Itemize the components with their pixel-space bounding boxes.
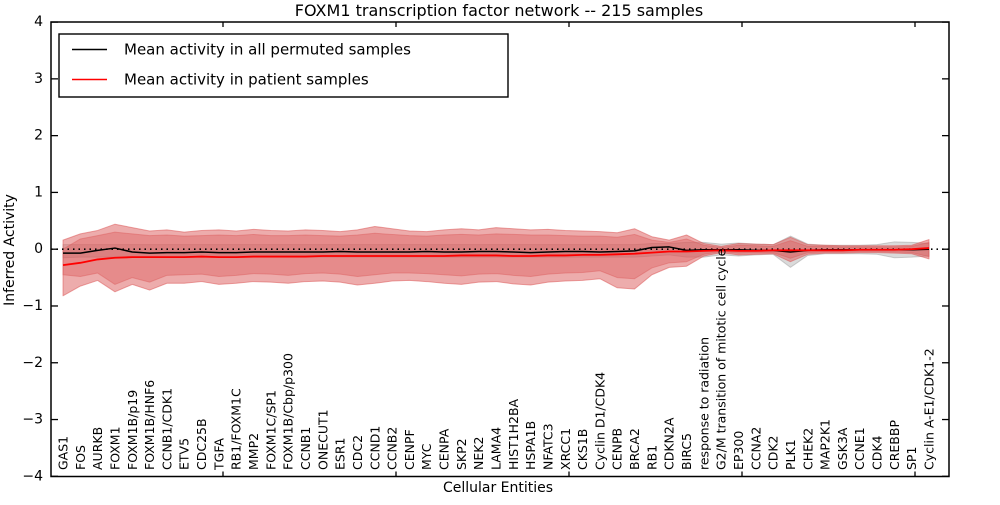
x-tick-label: RB1 [644, 445, 659, 470]
y-tick-label: 0 [34, 241, 43, 257]
x-tick-label: TGFA [211, 438, 226, 471]
x-tick-label: RB1/FOXM1C [229, 388, 244, 470]
x-tick-label: EP300 [731, 431, 746, 470]
x-tick-label: GSK3A [835, 427, 850, 470]
legend-label-permuted: Mean activity in all permuted samples [124, 41, 411, 59]
series-line-permuted [63, 246, 930, 254]
x-tick-label: GAS1 [56, 436, 71, 470]
x-tick-label: FOXM1B/p19 [125, 390, 140, 470]
x-tick-label: SP1 [904, 447, 919, 470]
x-tick-label: BRCA2 [627, 428, 642, 470]
y-tick-label: −2 [22, 355, 43, 371]
y-tick-label: −1 [22, 298, 43, 314]
x-tick-label: FOXM1B/HNF6 [142, 380, 157, 470]
x-tick-label: CENPA [437, 428, 452, 470]
y-tick-label: 2 [34, 128, 43, 144]
plot-area: 4 3 2 1 0 −1 −2 −3 −4 GAS1 FOS AURKB FOXM1 FOXM1B/p19… [22, 14, 949, 484]
x-tick-label: FOXM1 [107, 426, 122, 470]
x-tick-label: ESR1 [333, 438, 348, 470]
x-tick-label: CDC2 [350, 435, 365, 470]
x-tick-label: MMP2 [246, 433, 261, 470]
y-tick-label: 3 [34, 71, 43, 87]
x-tick-label: CCNA2 [748, 427, 763, 470]
x-tick-label: Cyclin A-E1/CDK1-2 [922, 348, 937, 470]
legend: Mean activity in all permuted samples Me… [58, 33, 509, 98]
x-tick-label: LAMA4 [489, 427, 504, 470]
x-tick-label: CDK4 [870, 435, 885, 470]
y-tick-label: −4 [22, 468, 43, 484]
x-tick-label: FOS [73, 445, 88, 470]
x-tick-label: CENPB [610, 428, 625, 470]
band-patient-band-inner [62, 231, 930, 285]
axes-frame [50, 21, 950, 478]
x-tick-label: MAP2K1 [818, 419, 833, 470]
x-tick-label: Cyclin D1/CDK4 [592, 372, 607, 470]
x-tick-label: CCNB1 [298, 427, 313, 470]
chart-title: FOXM1 transcription factor network -- 21… [295, 1, 703, 20]
x-tick-label: FOXM1C/SP1 [263, 390, 278, 470]
x-tick-label: CDKN2A [662, 417, 677, 470]
x-tick-label: PLK1 [783, 439, 798, 470]
x-tick-label: AURKB [90, 427, 105, 470]
x-tick-label: NEK2 [471, 437, 486, 470]
y-tick-label: 1 [34, 184, 43, 200]
x-tick-label: MYC [419, 443, 434, 470]
x-tick-label: XRCC1 [558, 428, 573, 470]
x-tick-label: CDK2 [766, 435, 781, 470]
x-tick-label: NFATC3 [540, 423, 555, 470]
x-tick-label: CREBBP [887, 420, 902, 470]
x-tick-label: ETV5 [177, 438, 192, 470]
x-tick-label: G2/M transition of mitotic cell cycle [714, 248, 729, 470]
x-tick-label: FOXM1B/Cbp/p300 [281, 353, 296, 470]
x-axis-label: Cellular Entities [443, 480, 553, 496]
x-tick-label: response to radiation [696, 337, 711, 470]
x-tick-label: CKS1B [575, 429, 590, 470]
x-tick-label: CDC25B [194, 418, 209, 470]
x-tick-label: HSPA1B [523, 421, 538, 470]
band-patient-band-outer [62, 223, 930, 297]
y-tick-label: −3 [22, 412, 43, 428]
x-tick-label: SKP2 [454, 438, 469, 470]
x-tick-label: CCND1 [367, 426, 382, 470]
x-tick-label: CCNE1 [852, 427, 867, 470]
x-tick-label: ONECUT1 [315, 409, 330, 470]
x-tick-label: CCNB1/CDK1 [159, 388, 174, 470]
legend-label-patient: Mean activity in patient samples [124, 71, 369, 89]
x-tick-label: CCNB2 [385, 427, 400, 470]
x-tick-label: HIST1H2BA [506, 398, 521, 470]
legend-box [58, 33, 509, 98]
series-line-patient [62, 247, 930, 266]
x-tick-label: CHEK2 [800, 428, 815, 470]
x-tick-label: CENPF [402, 429, 417, 470]
y-axis-label: Inferred Activity [2, 194, 18, 306]
y-tick-label: 4 [34, 14, 43, 30]
x-tick-label: BIRC5 [679, 433, 694, 470]
